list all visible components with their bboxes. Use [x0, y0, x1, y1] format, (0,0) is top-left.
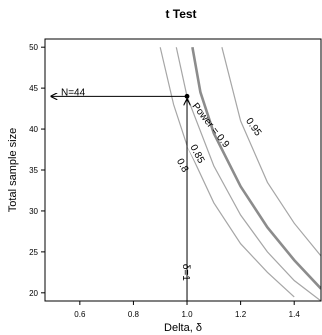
- y-axis: 20 25 30 35 40 45 50: [29, 43, 45, 298]
- contour-label-bg: [186, 140, 209, 168]
- x-tick-label: 1.2: [235, 310, 247, 319]
- x-tick-label: 1.4: [289, 310, 301, 319]
- y-tick-label: 30: [29, 207, 38, 216]
- y-tick-label: 45: [29, 84, 38, 93]
- contour-line-0-95: [221, 47, 321, 257]
- y-tick-label: 50: [29, 43, 38, 52]
- x-axis-label: Delta, δ: [164, 322, 202, 334]
- x-tick-label: 0.8: [128, 310, 140, 319]
- x-tick-label: 1.0: [181, 310, 193, 319]
- y-tick-label: 35: [29, 166, 38, 175]
- delta-annotation: δ=1: [180, 264, 191, 281]
- x-axis: 0.6 0.8 1.0 1.2 1.4: [74, 301, 300, 319]
- contour-line-0-9: [191, 46, 321, 290]
- y-tick-label: 25: [29, 248, 38, 257]
- chart-title: t Test: [165, 7, 196, 21]
- contour-line-0-8: [159, 47, 295, 298]
- n-annotation: N=44: [61, 87, 86, 98]
- y-tick-label: 20: [29, 289, 38, 298]
- y-axis-label: Total sample size: [7, 128, 19, 212]
- y-tick-label: 40: [29, 125, 38, 134]
- design-point: [184, 93, 190, 99]
- x-tick-label: 0.6: [74, 310, 86, 319]
- contour-label-bg: [172, 151, 194, 179]
- contour-label-bg: [242, 113, 266, 140]
